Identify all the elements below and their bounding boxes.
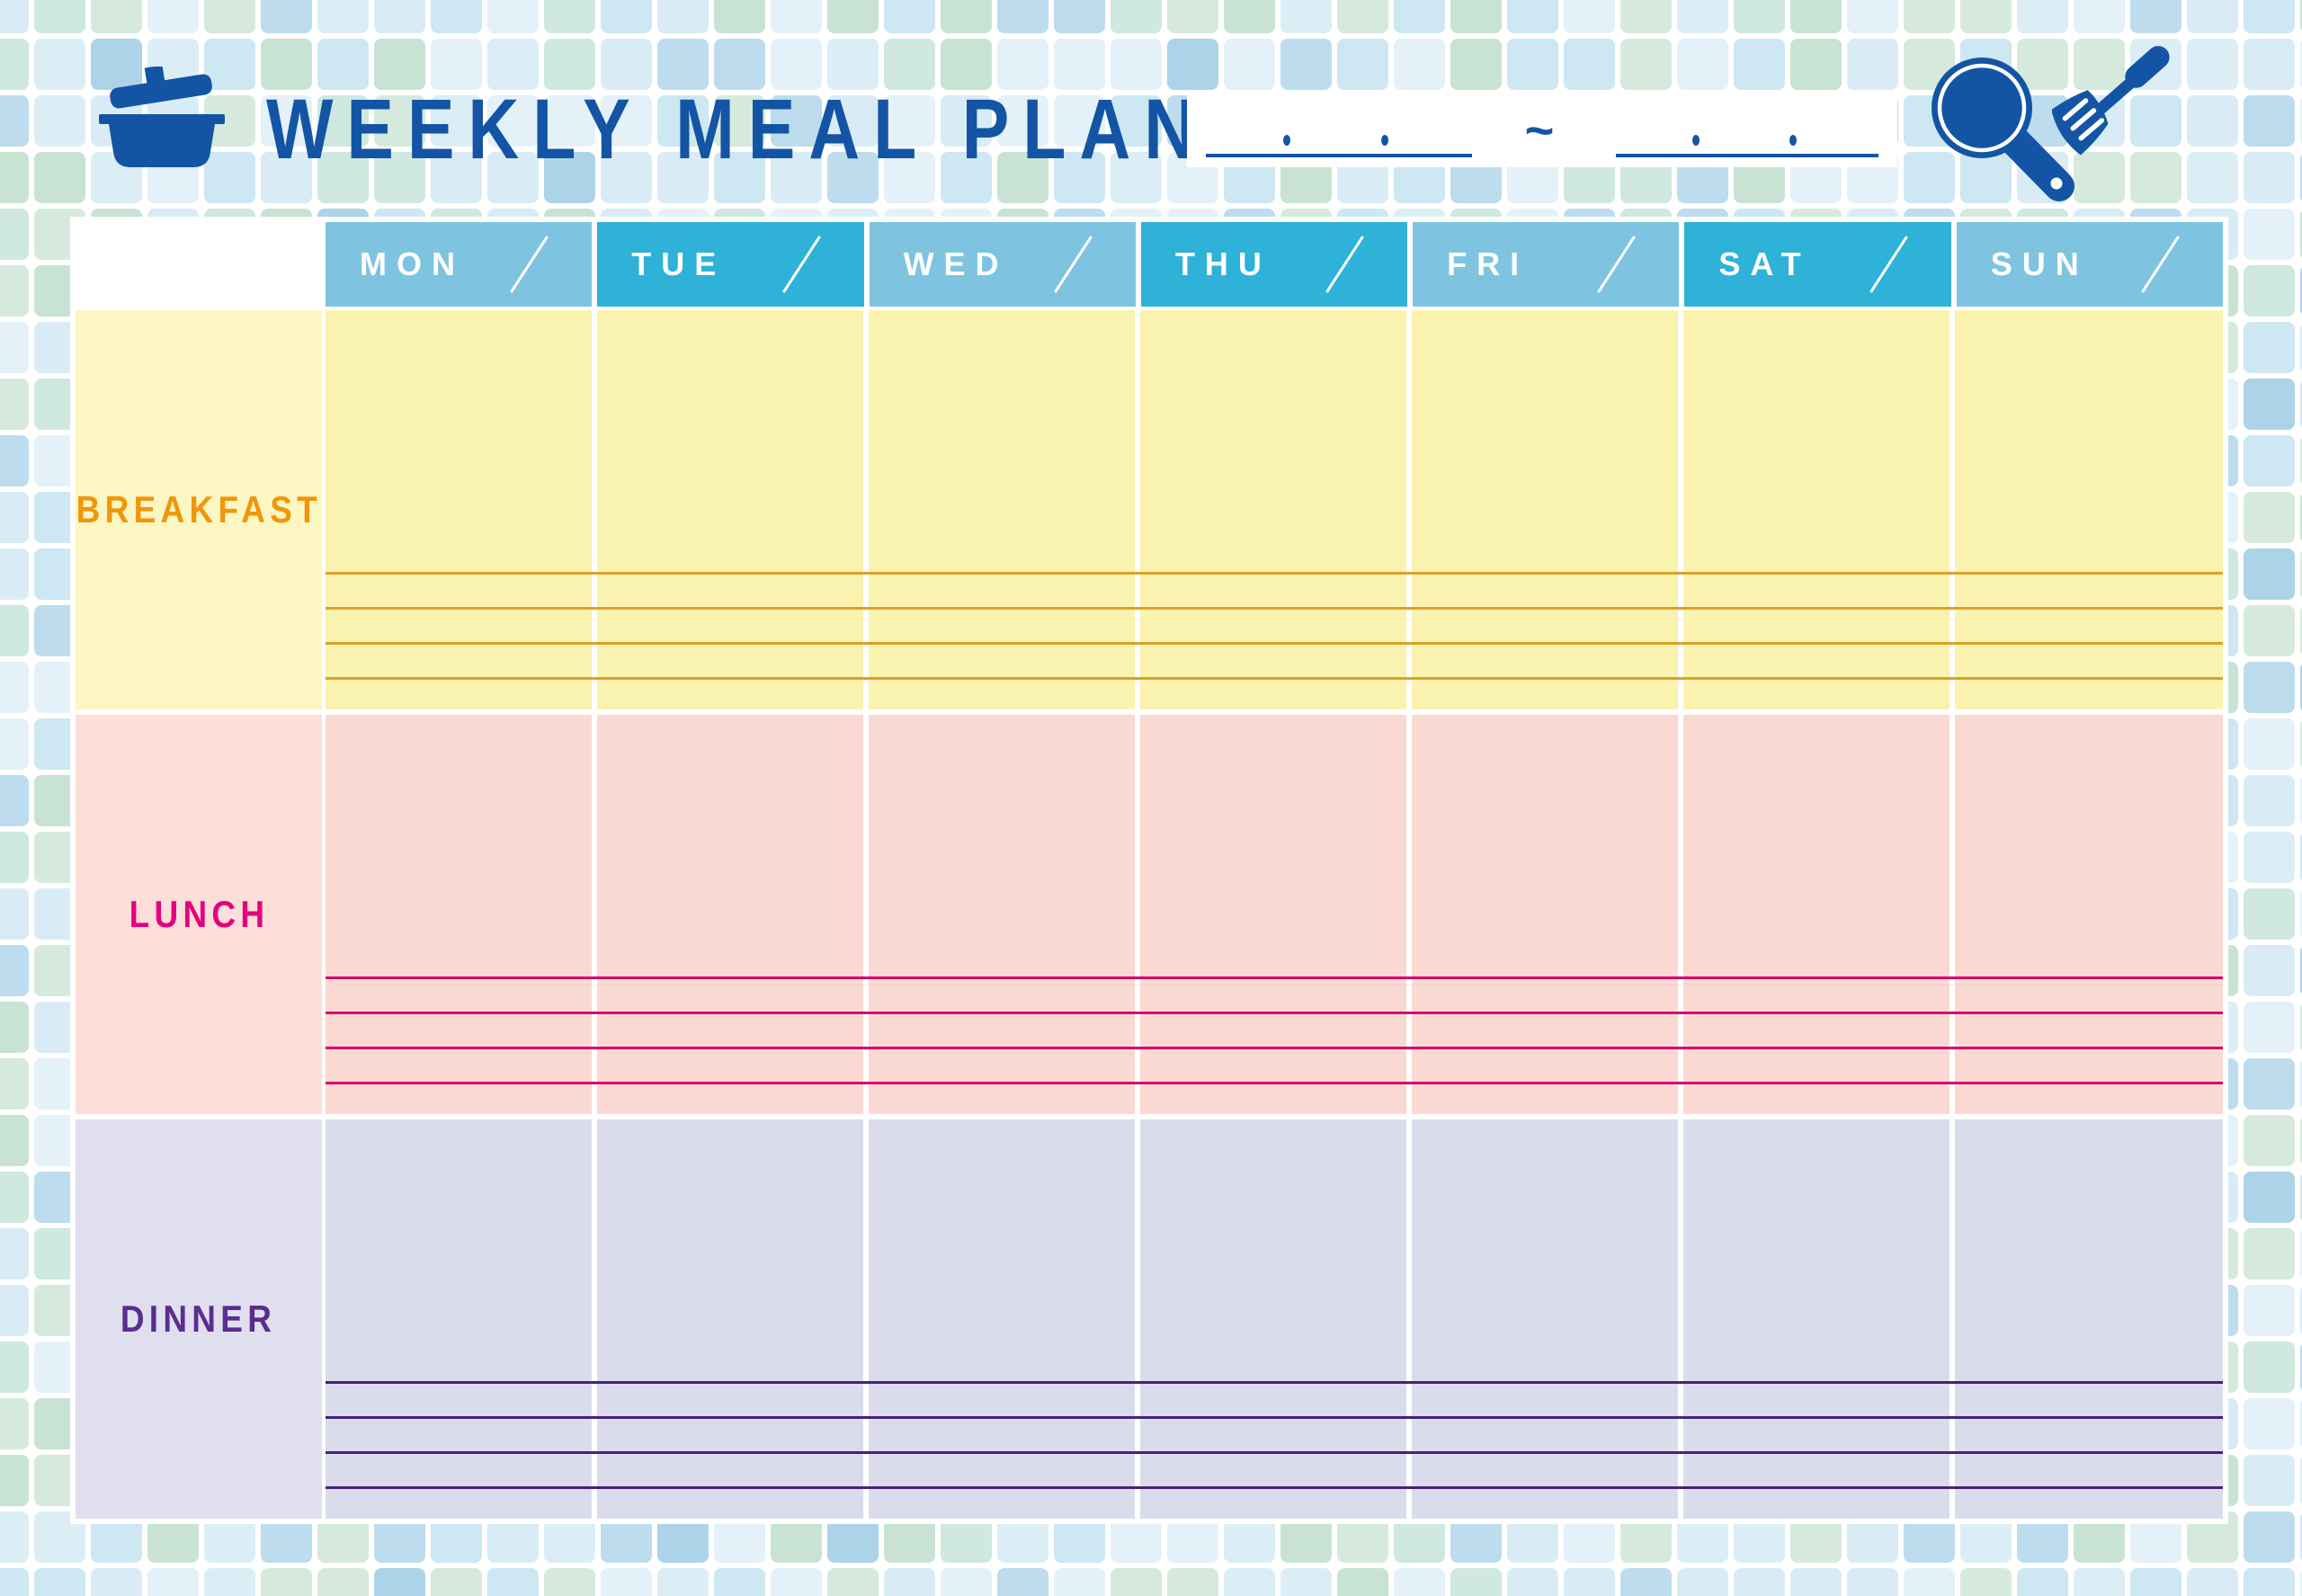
meal-label: DINNER	[120, 1297, 277, 1340]
spatula-icon	[2052, 46, 2170, 156]
breakfast-entry-area[interactable]	[326, 310, 2223, 709]
day-label: WED	[903, 245, 1009, 282]
date-slash-icon	[2141, 236, 2180, 293]
day-label: MON	[360, 245, 465, 282]
date-slash-icon	[781, 236, 821, 293]
date-dot-icon	[1282, 135, 1290, 146]
date-slash-icon	[1053, 236, 1093, 293]
day-header-mon[interactable]: MON	[326, 222, 593, 307]
breakfast-label-cell: BREAKFAST	[76, 310, 322, 709]
dinner-label-cell: DINNER	[76, 1119, 322, 1519]
date-end-field[interactable]	[1616, 102, 1878, 157]
day-header-row: MON TUE WED THU FRI SAT SUN	[326, 222, 2223, 307]
date-slash-icon	[1325, 236, 1365, 293]
page-title: WEEKLY MEAL PLAN	[266, 82, 1209, 177]
date-dot-icon	[1381, 135, 1389, 146]
day-header-thu[interactable]: THU	[1140, 222, 1408, 307]
day-label: THU	[1174, 245, 1271, 282]
day-header-wed[interactable]: WED	[869, 222, 1136, 307]
day-label: TUE	[631, 245, 727, 282]
day-label: FRI	[1447, 245, 1530, 282]
frying-pan-icon	[1932, 58, 2074, 201]
date-start-field[interactable]	[1206, 102, 1472, 157]
day-header-sun[interactable]: SUN	[1956, 222, 2223, 307]
dinner-entry-area[interactable]	[326, 1119, 2223, 1519]
date-slash-icon	[1597, 236, 1637, 293]
meal-label: LUNCH	[129, 893, 269, 935]
day-label: SAT	[1718, 245, 1811, 282]
date-dot-icon	[1691, 135, 1700, 146]
date-slash-icon	[510, 236, 549, 293]
day-header-tue[interactable]: TUE	[597, 222, 864, 307]
meal-label: BREAKFAST	[76, 488, 322, 531]
date-slash-icon	[1869, 236, 1908, 293]
date-range-separator: ~	[1524, 102, 1555, 158]
lunch-entry-area[interactable]	[326, 715, 2223, 1114]
day-header-sat[interactable]: SAT	[1684, 222, 1951, 307]
date-dot-icon	[1789, 135, 1797, 146]
day-label: SUN	[1990, 245, 2089, 282]
pot-icon	[99, 67, 225, 167]
day-header-fri[interactable]: FRI	[1413, 222, 1680, 307]
date-range-box: ~	[1187, 90, 1897, 167]
lunch-label-cell: LUNCH	[76, 715, 322, 1114]
